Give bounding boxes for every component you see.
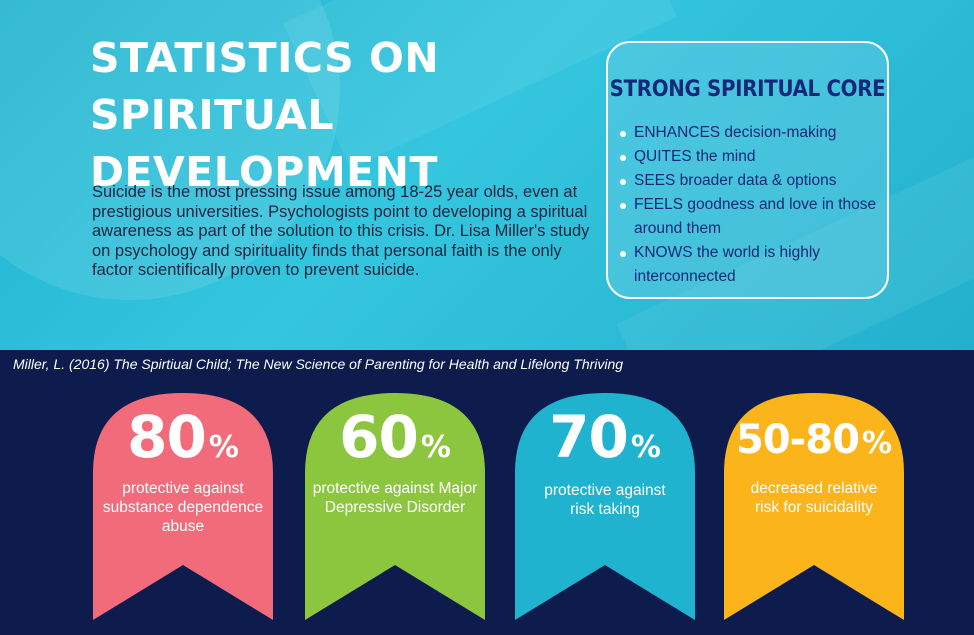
- title-line: SPIRITUAL: [90, 91, 335, 139]
- stat-unit: %: [630, 430, 661, 465]
- stat-value: 60%: [295, 403, 495, 471]
- stat-number: 70: [549, 403, 629, 471]
- core-list-item: QUITES the mind: [620, 145, 882, 169]
- stat-value: 80%: [83, 403, 283, 471]
- stat-ribbon: 60% protective against Major Depressive …: [295, 393, 495, 620]
- stat-unit: %: [208, 430, 239, 465]
- stat-ribbon: 50-80% decreased relative risk for suici…: [714, 393, 914, 620]
- title-line: STATISTICS ON: [90, 34, 440, 82]
- stat-unit: %: [861, 426, 892, 461]
- core-list-item: KNOWS the world is highly interconnected: [620, 241, 882, 289]
- ribbon-shape-fill: [305, 393, 485, 620]
- ribbon-shape-fill: [724, 393, 904, 620]
- ribbon-shape: [724, 393, 904, 620]
- core-list-item: SEES broader data & options: [620, 169, 882, 193]
- stat-description: protective against risk taking: [544, 482, 666, 518]
- ribbon-shape: [93, 393, 273, 620]
- spiritual-core-box: STRONG SPIRITUAL CORE ENHANCES decision-…: [606, 41, 889, 299]
- stat-number: 60: [339, 403, 419, 471]
- stat-description: protective against Major Depressive Diso…: [312, 480, 478, 516]
- core-list-item: FEELS goodness and love in those around …: [620, 193, 882, 241]
- stat-number: 80: [127, 403, 207, 471]
- stat-unit: %: [420, 430, 451, 465]
- stat-description: decreased relative risk for suicidality: [750, 480, 878, 516]
- ribbon-shape: [515, 393, 695, 620]
- header-panel: STATISTICS ON SPIRITUAL DEVELOPMENT Suic…: [0, 0, 974, 350]
- ribbon-shape-fill: [93, 393, 273, 620]
- stat-ribbon: 80% protective against substance depende…: [83, 393, 283, 620]
- core-title: STRONG SPIRITUAL CORE: [609, 77, 886, 102]
- title-line: DEVELOPMENT: [90, 148, 438, 196]
- ribbon-shape: [305, 393, 485, 620]
- ribbon-shape-fill: [515, 393, 695, 620]
- citation: Miller, L. (2016) The Spirtiual Child; T…: [13, 356, 624, 372]
- stat-value: 70%: [505, 403, 705, 471]
- stat-description: protective against substance dependence …: [102, 480, 264, 535]
- page-title: STATISTICS ON SPIRITUAL DEVELOPMENT: [90, 30, 439, 201]
- stat-value: 50-80%: [714, 417, 914, 463]
- stat-ribbon: 70% protective against risk taking: [505, 393, 705, 620]
- intro-paragraph: Suicide is the most pressing issue among…: [92, 183, 590, 279]
- core-list-item: ENHANCES decision-making: [620, 121, 882, 145]
- core-list: ENHANCES decision-making QUITES the mind…: [620, 121, 882, 289]
- stat-number: 50-80: [736, 417, 860, 463]
